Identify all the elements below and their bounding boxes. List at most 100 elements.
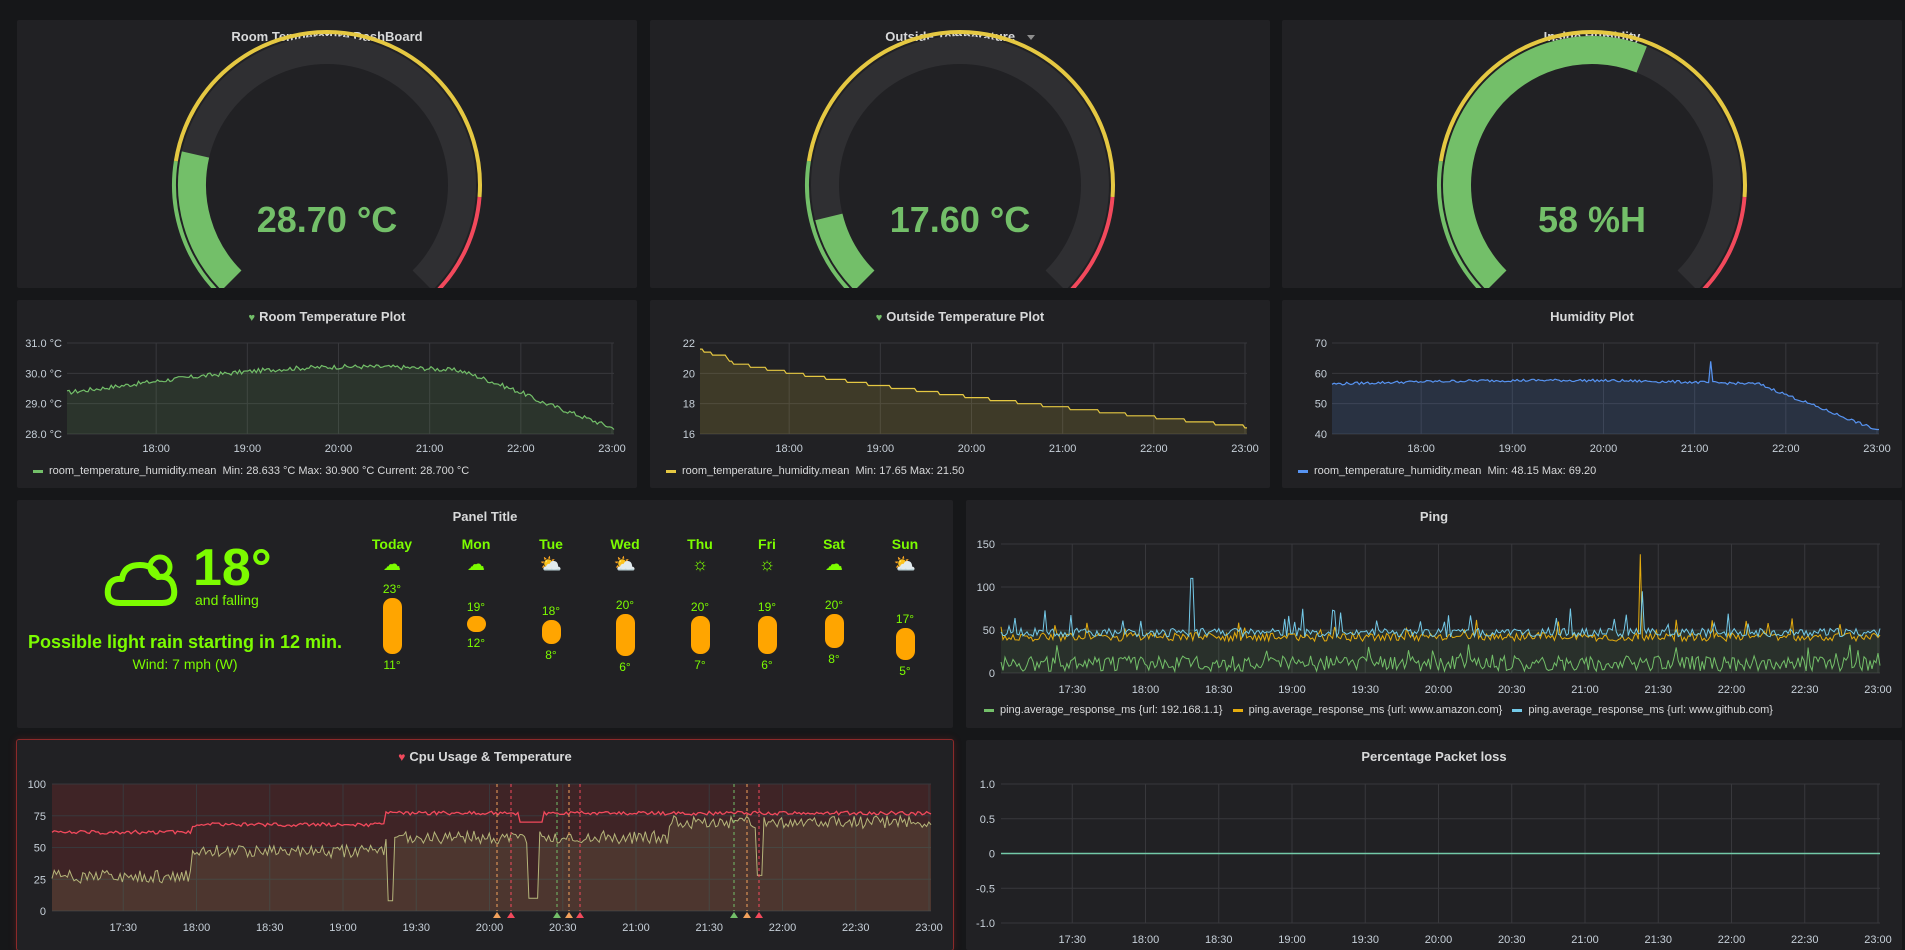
gauge-threshold-arc [172,160,217,288]
gauge-threshold-arc [1437,160,1482,288]
y-tick-label: -0.5 [976,883,995,895]
gauge-panel-room-temperature[interactable]: Room Temperature DashBoard 28.70 °C [17,20,637,288]
panel-title-text: Cpu Usage & Temperature [409,749,572,764]
forecast-high: 18° [541,604,561,618]
annotation-marker [576,912,584,918]
legend-series-name[interactable]: room_temperature_humidity.mean [49,465,217,477]
plot-panel-humidity[interactable]: Humidity Plot 70 60 50 40 18:00 19:00 20:00 21:… [1282,300,1902,488]
x-tick-label: 20:00 [476,922,504,934]
forecast-day-label: Wed [610,536,640,552]
caret-down-icon[interactable] [1026,35,1035,41]
weather-summary: Possible light rain starting in 12 min. [27,632,343,652]
forecast-low: 8° [545,648,557,662]
legend[interactable]: ping.average_response_ms {url: 192.168.1… [984,704,1783,716]
legend-swatch [1512,708,1523,712]
x-tick-label: 23:00 [915,922,943,934]
plot-panel-room-temperature[interactable]: ♥ Room Temperature Plot 31.0 °C 30.0 °C 29.… [17,300,637,488]
legend-item[interactable]: ping.average_response_ms {url: www.githu… [1512,704,1773,716]
packet-loss-graph[interactable]: 1.0 0.5 0 -0.5 -1.0 17:30 18:00 18:30 19:00 19:30… [966,768,1902,950]
y-tick-label: 28.0 °C [25,429,62,441]
legend[interactable]: room_temperature_humidity.mean Min: 17.6… [666,465,964,477]
x-tick-label: 22:00 [1718,684,1746,696]
sun-icon: ☼ [691,554,709,574]
y-tick-label: 0 [989,668,995,680]
gauge-threshold-arc [1702,196,1747,288]
forecast-high: 20° [690,600,710,614]
y-tick-label: 60 [1315,368,1327,380]
ping-graph[interactable]: 150 100 50 0 17:30 18:00 18:30 19:00 19:30 20:00 2… [966,528,1902,728]
panel-title[interactable]: ♥ Cpu Usage & Temperature [17,749,953,764]
gauge-value: 58 %H [1538,199,1646,240]
x-tick-label: 18:00 [1132,684,1160,696]
x-tick-label: 22:00 [769,922,797,934]
panel-title[interactable]: ♥ Room Temperature Plot [17,309,637,324]
legend[interactable]: room_temperature_humidity.mean Min: 48.1… [1298,465,1596,477]
rain-cloud-icon: ☁ [383,554,401,574]
gauge-track [178,36,476,288]
forecast-low: 5° [899,664,911,678]
x-tick-label: 21:00 [1571,684,1599,696]
y-tick-label: 70 [1315,338,1327,350]
legend-series-name[interactable]: room_temperature_humidity.mean [682,465,850,477]
legend-swatch [666,469,676,473]
room-temperature-graph[interactable]: 31.0 °C 30.0 °C 29.0 °C 28.0 °C 18:00 19:00 20… [17,328,637,488]
annotation-marker [755,912,763,918]
weather-panel[interactable]: Panel Title 18° and falling Possible lig… [17,500,953,728]
panel-title[interactable]: Panel Title [452,509,518,524]
x-tick-label: 20:30 [1498,934,1526,946]
gauge: 58 %H [1437,30,1747,288]
forecast-day-label: Today [371,536,413,552]
x-tick-label: 20:00 [1425,684,1453,696]
forecast-day-label: Tue [539,536,563,552]
x-tick-label: 19:00 [234,443,262,455]
panel-title[interactable]: ♥ Outside Temperature Plot [650,309,1270,324]
legend-item[interactable]: ping.average_response_ms {url: 192.168.1… [984,704,1223,716]
temperature-range-bar [542,620,561,644]
panel-title[interactable]: Percentage Packet loss [1361,749,1507,764]
cpu-graph[interactable]: 100 75 50 25 0 17:30 18:00 18:30 19:00 19:30 20:00… [17,768,953,950]
series-line [1000,644,1881,674]
x-tick-label: 19:00 [329,922,357,934]
humidity-graph[interactable]: 70 60 50 40 18:00 19:00 20:00 21:00 22:00 23:00 [1282,328,1902,488]
gauge-value-arc [815,213,875,288]
gauge-panel-outside-temperature[interactable]: Outside Temperature 17.60 °C [650,20,1270,288]
legend-series-name: ping.average_response_ms {url: www.githu… [1528,704,1773,716]
heart-icon: ♥ [248,312,256,324]
gauge-value-arc [178,151,242,288]
x-tick-label: 20:00 [958,443,986,455]
legend-swatch [984,708,994,712]
x-tick-label: 20:30 [1498,684,1526,696]
legend[interactable]: room_temperature_humidity.mean Min: 28.6… [33,465,469,477]
plot-panel-outside-temperature[interactable]: ♥ Outside Temperature Plot 22 20 18 16 18:00 1… [650,300,1270,488]
y-tick-label: 22 [683,338,695,350]
cpu-panel[interactable]: ♥ Cpu Usage & Temperature 100 75 50 25 0 17:30… [17,740,953,950]
series-area [1332,361,1879,434]
x-tick-label: 17:30 [1058,934,1086,946]
x-tick-label: 23:00 [1864,934,1892,946]
y-tick-label: 150 [977,539,995,551]
x-tick-label: 22:00 [507,443,535,455]
x-tick-label: 22:30 [842,922,870,934]
packet-loss-panel[interactable]: Percentage Packet loss 1.0 0.5 0 -0.5 -1.0 17… [966,740,1902,950]
temperature-range-bar [896,628,915,660]
outside-temperature-graph[interactable]: 22 20 18 16 18:00 19:00 20:00 21:00 22:00 23:00 [650,328,1270,488]
x-tick-label: 18:00 [1132,934,1160,946]
series-line [51,810,932,835]
y-tick-label: 30.0 °C [25,368,62,380]
x-tick-label: 20:00 [325,443,353,455]
series-area [52,815,931,911]
panel-title[interactable]: Humidity Plot [1550,309,1634,324]
ping-panel[interactable]: Ping 150 100 50 0 17:30 18:00 18:30 19:00 19:30 2… [966,500,1902,728]
legend-series-name: ping.average_response_ms {url: 192.168.1… [1000,704,1223,716]
forecast-low: 12° [466,636,486,650]
legend-series-name[interactable]: room_temperature_humidity.mean [1314,465,1482,477]
x-tick-label: 22:30 [1791,934,1819,946]
panel-title[interactable]: Ping [1419,509,1449,524]
legend-item[interactable]: ping.average_response_ms {url: www.amazo… [1232,704,1502,716]
gauge: 28.70 °C [172,30,482,288]
gauge-panel-inside-humidity[interactable]: Inside Humidity 58 %H [1282,20,1902,288]
sun-icon: ☼ [758,554,776,574]
x-tick-label: 21:00 [1681,443,1709,455]
y-tick-label: 0 [40,906,46,918]
annotation-marker [507,912,515,918]
